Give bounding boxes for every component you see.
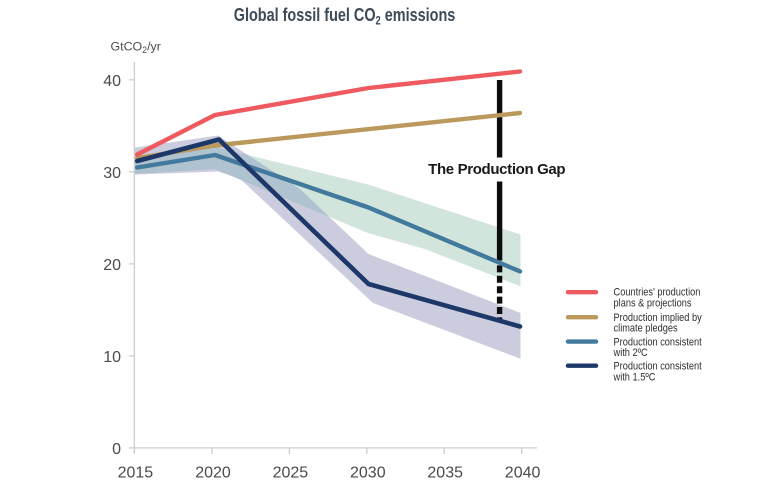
svg-text:2040: 2040	[505, 465, 541, 482]
svg-text:Production consistent: Production consistent	[614, 337, 702, 349]
svg-text:Countries' production: Countries' production	[614, 287, 701, 299]
svg-text:2030: 2030	[350, 465, 386, 482]
svg-text:30: 30	[103, 165, 121, 182]
svg-text:2015: 2015	[118, 465, 154, 482]
svg-text:10: 10	[103, 349, 121, 366]
svg-text:Production consistent: Production consistent	[614, 361, 702, 373]
svg-text:0: 0	[112, 441, 121, 458]
svg-text:GtCO2/yr: GtCO2/yr	[111, 40, 161, 55]
svg-text:Production implied by: Production implied by	[614, 312, 703, 324]
svg-text:20: 20	[103, 257, 121, 274]
svg-text:Global fossil fuel CO2 emissio: Global fossil fuel CO2 emissions	[234, 4, 456, 27]
svg-text:plans & projections: plans & projections	[614, 298, 692, 310]
svg-text:2035: 2035	[427, 465, 463, 482]
svg-text:with 1.5ºC: with 1.5ºC	[613, 372, 656, 384]
svg-text:2020: 2020	[195, 465, 231, 482]
svg-text:The Production Gap: The Production Gap	[428, 161, 565, 178]
svg-text:2025: 2025	[273, 465, 309, 482]
svg-text:with 2ºC: with 2ºC	[613, 348, 648, 360]
svg-text:climate pledges: climate pledges	[614, 323, 678, 335]
svg-text:40: 40	[103, 73, 121, 90]
